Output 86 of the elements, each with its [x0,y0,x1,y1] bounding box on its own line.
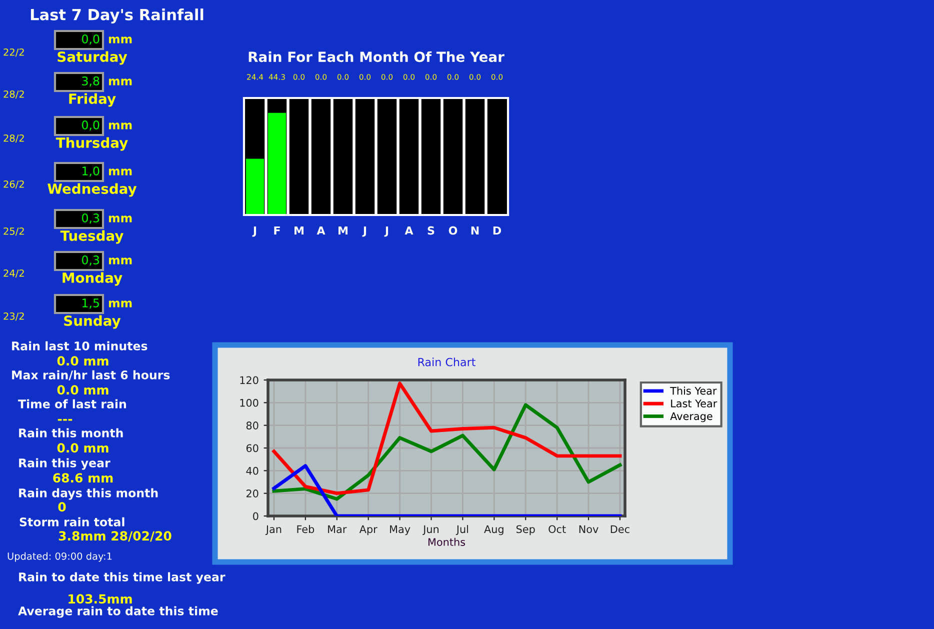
x-tick-label: D [493,226,502,235]
text: 0.0 mm [57,385,108,395]
text: Sunday [64,315,121,329]
y-tick-label: 40 [246,466,258,475]
text: mm [108,122,132,130]
text: 28/2 [4,134,24,143]
x-tick-label: M [294,226,304,235]
x-axis-title: Months [428,538,466,546]
x-tick-label: Dec [610,525,630,534]
y-tick-label: 120 [240,376,258,384]
text: mm [108,36,132,44]
text: Average rain to date this time [18,606,218,618]
text: Rain days this month [19,488,158,500]
text: Storm rain total [20,517,124,526]
text: 0,0 [82,120,100,131]
chart-title: Rain For Each Month Of The Year [248,51,504,62]
x-tick-label: A [316,226,326,235]
text: 0 [58,502,66,512]
text: 28/2 [4,90,24,99]
text: Rain last 10 minutes [12,341,148,350]
text: Last 7 Day's Rainfall [30,8,204,24]
text: mm [108,300,132,308]
legend-label: Last Year [671,400,718,408]
x-tick-label: Oct [548,525,566,534]
text: 22/2 [4,48,24,57]
x-tick-label: J [384,226,388,237]
x-tick-label: Jul [456,525,468,536]
x-tick-label: J [362,226,366,237]
x-tick-label: N [471,226,479,235]
text: 0.0 mm [57,356,108,366]
text: Rain this month [19,428,123,438]
x-tick-label: Feb [297,525,314,534]
text: mm [108,78,132,86]
x-tick-label: May [390,525,410,536]
text: Max rain/hr last 6 hours [12,370,170,380]
x-tick-label: Sep [516,525,535,536]
text: 68.6 mm [53,473,113,483]
text: 103.5mm [68,594,132,604]
text: mm [108,216,132,222]
text: mm [108,168,132,176]
y-tick-label: 0 [253,512,258,520]
x-tick-label: A [404,226,414,235]
x-tick-label: Jun [422,525,438,536]
x-tick-label: Apr [359,525,378,536]
text: Rain to date this time last year [19,572,226,584]
x-tick-label: S [428,226,434,235]
text: 0,3 [82,255,100,266]
text: Saturday [58,51,128,65]
x-tick-label: M [338,226,348,235]
text: Monday [62,272,122,286]
text: mm [108,258,132,264]
x-tick-label: Aug [484,525,504,536]
legend-label: Average [670,412,712,422]
x-tick-label: Jan [265,525,282,536]
text: 1,5 [82,298,99,309]
y-tick-label: 80 [246,422,258,430]
text: 24/2 [4,269,24,278]
chart-title: Rain Chart [418,358,476,366]
x-tick-label: J [252,226,256,237]
x-tick-label: F [274,226,280,235]
text: 0.0 mm [57,443,108,453]
text: 1,0 [82,166,100,177]
legend-label: This Year [670,386,717,395]
text: Rain this year [19,458,110,470]
y-tick-label: 100 [240,398,258,407]
text: Updated: 09:00 day:1 [8,552,112,562]
text: Wednesday [48,183,137,197]
y-tick-label: 20 [246,490,258,498]
line-series [272,382,622,496]
text: 0,0 [82,34,100,45]
line-series [272,403,622,501]
x-tick-label: Nov [579,525,598,534]
text: 3.8mm 28/02/20 [58,531,172,542]
text: 23/2 [4,312,24,321]
x-tick-label: O [448,226,458,235]
text: 25/2 [4,227,24,236]
text: Friday [69,93,116,107]
text: Thursday [56,137,128,151]
y-tick-label: 60 [246,444,258,452]
x-tick-label: Mar [328,525,347,534]
text: Tuesday [60,230,124,244]
text: 3,8 [82,76,100,87]
text: 26/2 [4,180,24,189]
text: Time of last rain [18,399,126,408]
text: 0,3 [82,213,100,224]
text: --- [58,418,72,421]
